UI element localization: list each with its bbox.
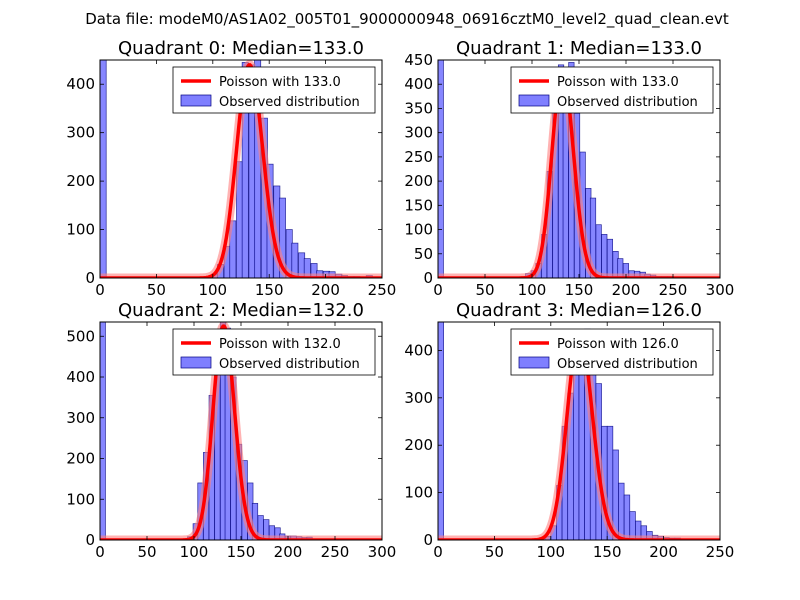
- x-tick-label: 300: [368, 543, 397, 561]
- x-tick-label: 200: [274, 543, 303, 561]
- y-tick-label: 400: [66, 75, 95, 93]
- x-tick-label: 150: [565, 281, 594, 299]
- legend: Poisson with 132.0 Observed distribution: [172, 328, 376, 376]
- legend: Poisson with 133.0 Observed distribution: [172, 66, 376, 114]
- x-tick-label: 50: [485, 543, 504, 561]
- y-tick-label: 0: [423, 269, 433, 287]
- histogram-bar: [618, 482, 625, 540]
- legend-bar-swatch: [518, 356, 550, 369]
- panel-title: Quadrant 1: Median=133.0: [456, 38, 702, 59]
- poisson-curve: [100, 324, 382, 540]
- legend-label-observed: Observed distribution: [557, 357, 698, 372]
- panel-title: Quadrant 2: Median=132.0: [118, 300, 364, 321]
- histogram-bar: [595, 224, 602, 278]
- legend-label-poisson: Poisson with 133.0: [557, 75, 679, 90]
- x-tick-label: 250: [706, 543, 735, 561]
- y-tick-label: 300: [404, 389, 433, 407]
- y-tick-label: 400: [66, 368, 95, 386]
- y-tick-label: 350: [404, 99, 433, 117]
- y-tick-label: 100: [404, 484, 433, 502]
- y-tick-label: 300: [66, 124, 95, 142]
- panel-quadrant-1: 0 50 100 150 200 250 3000501001502002503003504…: [404, 38, 734, 299]
- x-tick-label: 200: [612, 281, 641, 299]
- y-tick-label: 400: [404, 75, 433, 93]
- x-tick-label: 100: [536, 543, 565, 561]
- axes-frame: [99, 59, 383, 279]
- x-tick-label: 0: [433, 543, 443, 561]
- legend-bar-swatch: [180, 94, 212, 107]
- x-tick-label: 50: [137, 543, 156, 561]
- x-tick-label: 50: [147, 281, 166, 299]
- histogram-bar: [601, 234, 608, 278]
- y-tick-label: 200: [404, 436, 433, 454]
- panel-quadrant-2: 0 50 100 150 200 250 300 0 100 200 300 400 500 Quadra…: [66, 300, 396, 561]
- legend-label-poisson: Poisson with 126.0: [557, 337, 679, 352]
- plot-content: [100, 322, 382, 540]
- axes-frame: [437, 321, 721, 541]
- y-tick-label: 300: [404, 124, 433, 142]
- y-tick-label: 0: [85, 531, 95, 549]
- histogram-bar: [279, 197, 286, 278]
- histogram-bar: [606, 238, 614, 278]
- histogram-bar: [438, 322, 444, 540]
- x-tick-label: 250: [659, 281, 688, 299]
- x-tick-label: 150: [227, 543, 256, 561]
- y-tick-label: 400: [404, 341, 433, 359]
- panel-title: Quadrant 0: Median=133.0: [118, 38, 364, 59]
- legend-bar-swatch: [180, 356, 212, 369]
- x-tick-label: 50: [475, 281, 494, 299]
- histogram-bar: [623, 494, 631, 540]
- legend: Poisson with 126.0 Observed distribution: [510, 328, 714, 376]
- y-tick-label: 100: [404, 221, 433, 239]
- y-tick-label: 200: [66, 450, 95, 468]
- x-tick-label: 150: [593, 543, 622, 561]
- y-tick-label: 250: [404, 148, 433, 166]
- x-tick-label: 150: [255, 281, 284, 299]
- plot-content: [438, 60, 720, 278]
- histogram-bar: [303, 258, 311, 278]
- legend-bar-swatch: [518, 94, 550, 107]
- x-tick-label: 250: [368, 281, 397, 299]
- legend-label-observed: Observed distribution: [219, 357, 360, 372]
- x-tick-label: 250: [321, 543, 350, 561]
- legend-label-poisson: Poisson with 133.0: [219, 75, 341, 90]
- x-tick-label: 0: [95, 281, 105, 299]
- x-tick-label: 200: [311, 281, 340, 299]
- histogram-bar: [100, 60, 107, 278]
- y-tick-label: 200: [404, 172, 433, 190]
- panel-quadrant-3: 0 50 100 150 200 250 0 100 200 300 400 Quadrant 3: …: [404, 300, 734, 561]
- x-tick-label: 0: [433, 281, 443, 299]
- x-tick-label: 200: [649, 543, 678, 561]
- panel-quadrant-0: 0 50 100 150 200 250 0 100 200 300 400 Quadrant 0: …: [66, 38, 396, 299]
- y-tick-label: 0: [423, 531, 433, 549]
- histogram-bar: [438, 60, 444, 278]
- y-tick-label: 100: [66, 490, 95, 508]
- legend-label-observed: Observed distribution: [219, 95, 360, 110]
- y-tick-label: 200: [66, 172, 95, 190]
- x-tick-label: 300: [706, 281, 735, 299]
- y-tick-label: 300: [66, 409, 95, 427]
- x-tick-label: 100: [198, 281, 227, 299]
- legend-label-observed: Observed distribution: [557, 95, 698, 110]
- legend: Poisson with 133.0 Observed distribution: [510, 66, 714, 114]
- x-tick-label: 100: [180, 543, 209, 561]
- y-tick-label: 50: [414, 245, 433, 263]
- x-tick-label: 100: [518, 281, 547, 299]
- y-tick-label: 0: [85, 269, 95, 287]
- figure-suptitle: Data file: modeM0/AS1A02_005T01_90000009…: [85, 10, 729, 29]
- y-tick-label: 450: [404, 51, 433, 69]
- y-tick-label: 150: [404, 196, 433, 214]
- y-tick-label: 100: [66, 221, 95, 239]
- panel-title: Quadrant 3: Median=126.0: [456, 300, 702, 321]
- poisson-curve: [438, 70, 720, 278]
- x-tick-label: 0: [95, 543, 105, 561]
- histogram-bar: [100, 322, 106, 540]
- y-tick-label: 500: [66, 327, 95, 345]
- legend-label-poisson: Poisson with 132.0: [219, 337, 341, 352]
